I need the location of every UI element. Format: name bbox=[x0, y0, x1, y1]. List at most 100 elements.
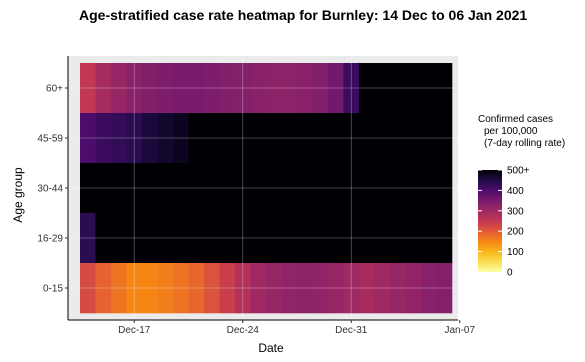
heatmap-cell bbox=[126, 263, 143, 314]
heatmap-cell bbox=[188, 113, 205, 164]
heatmap-cell bbox=[281, 113, 298, 164]
x-tick-label: Jan-07 bbox=[444, 325, 475, 336]
heatmap-cell bbox=[281, 263, 298, 314]
heatmap-cell bbox=[111, 263, 127, 314]
x-axis-title: Date bbox=[258, 341, 284, 355]
heatmap-cell bbox=[390, 263, 406, 314]
heatmap-cell bbox=[405, 163, 422, 214]
heatmap-cell bbox=[297, 213, 313, 264]
heatmap-cell bbox=[266, 163, 282, 214]
heatmap-cell bbox=[235, 263, 251, 314]
heatmap-cell bbox=[359, 113, 375, 164]
heatmap-cell bbox=[250, 213, 267, 264]
heatmap-cell bbox=[390, 113, 406, 164]
legend-tick-label: 500+ bbox=[507, 166, 530, 177]
heatmap-cell bbox=[204, 163, 220, 214]
heatmap-cell bbox=[142, 63, 158, 114]
heatmap-cell bbox=[126, 163, 143, 214]
heatmap-cell bbox=[204, 113, 220, 164]
y-tick-label: 30-44 bbox=[37, 184, 63, 195]
heatmap-cell bbox=[204, 63, 220, 114]
heatmap-cell bbox=[173, 263, 189, 314]
heatmap-cell bbox=[436, 263, 453, 314]
heatmap-cell bbox=[111, 163, 127, 214]
heatmap-cell bbox=[343, 263, 360, 314]
heatmap-cell bbox=[235, 113, 251, 164]
heatmap-cell bbox=[173, 113, 189, 164]
heatmap-cell bbox=[173, 213, 189, 264]
heatmap-cell bbox=[297, 163, 313, 214]
heatmap-cell bbox=[390, 163, 406, 214]
heatmap-cell bbox=[250, 63, 267, 114]
heatmap-cell bbox=[157, 213, 174, 264]
heatmap-cell bbox=[111, 63, 127, 114]
heatmap-cell bbox=[142, 263, 158, 314]
heatmap-cell bbox=[80, 113, 96, 164]
heatmap-cell bbox=[219, 263, 236, 314]
heatmap-cell bbox=[219, 163, 236, 214]
heatmap-cell bbox=[297, 263, 313, 314]
heatmap-cell bbox=[157, 263, 174, 314]
heatmap-cell bbox=[266, 63, 282, 114]
heatmap-cell bbox=[173, 163, 189, 214]
heatmap-cell bbox=[312, 213, 329, 264]
heatmap-cell bbox=[312, 263, 329, 314]
heatmap-cell bbox=[219, 63, 236, 114]
y-axis-title: Age group bbox=[11, 167, 25, 223]
heatmap-cell bbox=[80, 63, 96, 114]
heatmap-cell bbox=[390, 63, 406, 114]
heatmap-cell bbox=[142, 163, 158, 214]
legend-title-line: Confirmed cases bbox=[478, 114, 553, 125]
legend-tick-label: 100 bbox=[507, 247, 524, 258]
heatmap-cell bbox=[157, 113, 174, 164]
heatmap-cell bbox=[405, 113, 422, 164]
heatmap-cell bbox=[219, 113, 236, 164]
heatmap-cell bbox=[421, 263, 437, 314]
heatmap-cell bbox=[343, 63, 360, 114]
legend-tick-label: 300 bbox=[507, 206, 524, 217]
heatmap-cell bbox=[359, 163, 375, 214]
heatmap-cell bbox=[312, 163, 329, 214]
heatmap-cell bbox=[390, 213, 406, 264]
heatmap-cell bbox=[266, 263, 282, 314]
heatmap-cell bbox=[281, 163, 298, 214]
heatmap-cell bbox=[312, 113, 329, 164]
heatmap-cell bbox=[250, 163, 267, 214]
heatmap-cell bbox=[328, 113, 344, 164]
heatmap-cell bbox=[126, 113, 143, 164]
legend-title-line: (7-day rolling rate) bbox=[484, 138, 565, 149]
heatmap-cell bbox=[297, 63, 313, 114]
heatmap-cell bbox=[312, 63, 329, 114]
heatmap-cell bbox=[111, 213, 127, 264]
heatmap-cell bbox=[281, 213, 298, 264]
heatmap-cell bbox=[374, 263, 391, 314]
heatmap-cell bbox=[374, 113, 391, 164]
chart-title: Age-stratified case rate heatmap for Bur… bbox=[79, 7, 528, 23]
heatmap-cell bbox=[328, 63, 344, 114]
heatmap-cell bbox=[188, 213, 205, 264]
heatmap-cell bbox=[359, 63, 375, 114]
heatmap-cells bbox=[80, 63, 453, 314]
heatmap-cell bbox=[343, 113, 360, 164]
heatmap-cell bbox=[343, 213, 360, 264]
heatmap-cell bbox=[157, 163, 174, 214]
x-tick-label: Dec-31 bbox=[335, 325, 368, 336]
heatmap-cell bbox=[405, 63, 422, 114]
heatmap-cell bbox=[95, 263, 112, 314]
heatmap-cell bbox=[266, 113, 282, 164]
heatmap-cell bbox=[359, 263, 375, 314]
heatmap-cell bbox=[374, 163, 391, 214]
heatmap-cell bbox=[188, 63, 205, 114]
heatmap-cell bbox=[188, 263, 205, 314]
heatmap-cell bbox=[297, 113, 313, 164]
y-tick-label: 16-29 bbox=[37, 234, 63, 245]
heatmap-cell bbox=[235, 213, 251, 264]
heatmap-cell bbox=[328, 263, 344, 314]
heatmap-cell bbox=[374, 63, 391, 114]
legend-tick-label: 0 bbox=[507, 268, 513, 279]
y-tick-label: 60+ bbox=[46, 84, 63, 95]
heatmap-cell bbox=[405, 213, 422, 264]
y-tick-label: 0-15 bbox=[43, 284, 63, 295]
heatmap-cell bbox=[421, 163, 437, 214]
